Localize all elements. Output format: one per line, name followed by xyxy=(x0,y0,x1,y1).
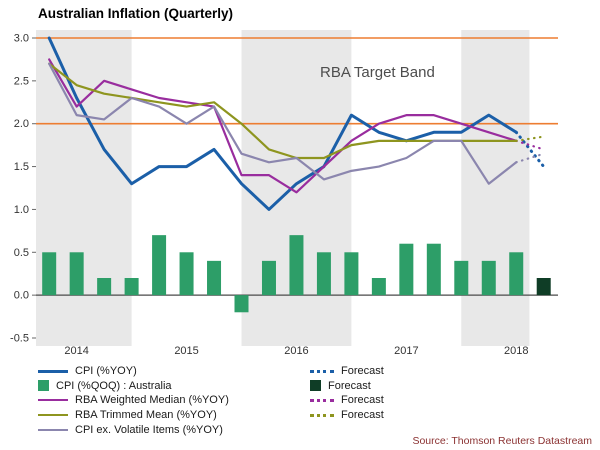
qoq-bar xyxy=(42,252,57,296)
legend-item: RBA Weighted Median (%YOY) xyxy=(38,393,310,408)
legend-item: Forecast xyxy=(310,364,540,379)
y-tick-label: 3.0 xyxy=(14,33,29,45)
legend-item: RBA Trimmed Mean (%YOY) xyxy=(38,408,310,423)
legend-label: RBA Weighted Median (%YOY) xyxy=(75,394,229,407)
rba-target-band-label: RBA Target Band xyxy=(320,64,435,81)
legend-line-swatch xyxy=(310,398,334,402)
qoq-bar xyxy=(344,252,359,296)
y-tick-label: -0.5 xyxy=(10,333,29,345)
x-tick-label: 2015 xyxy=(174,345,198,357)
forecast-line xyxy=(515,152,545,164)
inflation-chart-svg: -0.5 0.0 0.5 1.0 1.5 2.0 2.5 3.0 2014 2015 2016 201… xyxy=(10,30,558,357)
qoq-bar xyxy=(97,278,112,296)
legend-label: CPI (%QOQ) : Australia xyxy=(56,379,172,392)
year-band xyxy=(461,30,530,346)
qoq-bar xyxy=(179,252,194,296)
legend-label: CPI ex. Volatile Items (%YOY) xyxy=(75,423,223,436)
qoq-bar xyxy=(316,252,331,296)
y-tick-label: 0.0 xyxy=(14,290,29,302)
legend-line-swatch xyxy=(38,428,68,431)
y-tick-label: 1.5 xyxy=(14,161,29,173)
legend-label: Forecast xyxy=(328,379,371,392)
legend-line-swatch xyxy=(310,369,334,373)
y-tick-label: 1.0 xyxy=(14,204,29,216)
legend-item: CPI (%YOY) xyxy=(38,364,310,379)
qoq-bar xyxy=(371,278,386,296)
forecast-line xyxy=(514,130,546,169)
year-band xyxy=(36,30,132,346)
qoq-bar xyxy=(261,260,276,296)
legend-label: Forecast xyxy=(341,365,384,378)
y-tick-label: 0.5 xyxy=(14,247,29,259)
qoq-bar xyxy=(289,235,304,296)
qoq-bar xyxy=(481,260,496,296)
y-tick-label: 2.0 xyxy=(14,118,29,130)
qoq-bar xyxy=(207,260,222,296)
qoq-bar xyxy=(454,260,469,296)
qoq-bar xyxy=(152,235,167,296)
chart-legend: CPI (%YOY) Forecast CPI (%QOQ) : Australia… xyxy=(38,364,540,437)
x-tick-label: 2017 xyxy=(394,345,418,357)
qoq-bar xyxy=(426,243,441,296)
y-tick-label: 2.5 xyxy=(14,75,29,87)
qoq-bar xyxy=(69,252,84,296)
legend-label: CPI (%YOY) xyxy=(75,365,137,378)
qoq-bar xyxy=(234,295,249,313)
legend-line-swatch xyxy=(310,413,334,417)
legend-label: RBA Trimmed Mean (%YOY) xyxy=(75,409,217,422)
legend-label: Forecast xyxy=(341,394,384,407)
forecast-line xyxy=(515,139,545,151)
line-series xyxy=(48,62,518,185)
legend-item: Forecast xyxy=(310,393,540,408)
source-text: Source: Thomson Reuters Datastream xyxy=(412,435,592,447)
qoq-bar xyxy=(124,278,139,296)
legend-line-swatch xyxy=(38,369,68,373)
x-tick-label: 2016 xyxy=(284,345,308,357)
legend-label: Forecast xyxy=(341,409,384,422)
x-tick-label: 2018 xyxy=(504,345,528,357)
legend-item: Forecast xyxy=(310,379,540,394)
qoq-bar xyxy=(509,252,524,296)
x-tick-label: 2014 xyxy=(64,345,88,357)
legend-line-swatch xyxy=(38,414,68,417)
line-series xyxy=(47,36,518,211)
legend-square-swatch xyxy=(310,380,321,392)
line-series xyxy=(48,58,518,194)
qoq-forecast-bar xyxy=(536,278,551,296)
forecast-line xyxy=(515,135,545,142)
qoq-bar xyxy=(399,243,414,296)
legend-square-swatch xyxy=(38,380,49,392)
chart-title: Australian Inflation (Quarterly) xyxy=(38,6,234,21)
legend-line-swatch xyxy=(38,399,68,402)
legend-item: Forecast xyxy=(310,408,540,423)
legend-item: CPI (%QOQ) : Australia xyxy=(38,379,310,394)
legend-item: CPI ex. Volatile Items (%YOY) xyxy=(38,422,310,437)
